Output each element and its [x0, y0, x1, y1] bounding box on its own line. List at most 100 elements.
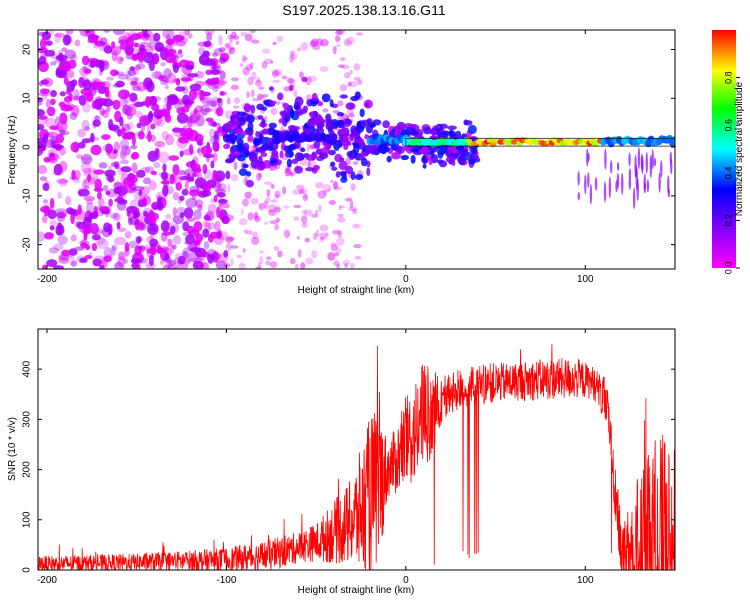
- spectral-cell: [212, 81, 220, 93]
- spectral-cell: [218, 35, 223, 46]
- spectral-cell: [225, 170, 231, 180]
- spectral-cell: [293, 204, 302, 209]
- spectral-cell: [81, 119, 90, 131]
- spectral-cell: [214, 220, 221, 232]
- spectral-cell: [103, 255, 112, 263]
- spectral-cell: [139, 194, 152, 206]
- spectral-cell: [46, 259, 58, 267]
- spectral-cell: [250, 236, 260, 245]
- spectral-cell: [190, 257, 203, 263]
- spectral-cell: [132, 185, 145, 192]
- spectral-cell: [197, 141, 204, 146]
- spectral-cell: [431, 129, 437, 137]
- spectrogram-x-tick-label: -200: [37, 274, 57, 285]
- spectral-cell: [219, 70, 226, 81]
- spectral-cell: [204, 58, 214, 66]
- spectral-cell: [285, 167, 292, 174]
- spectral-cell: [400, 154, 410, 161]
- spectral-cell: [52, 144, 64, 150]
- spectral-cell: [164, 39, 176, 45]
- spectral-cell: [182, 148, 195, 156]
- spectral-cell: [84, 176, 96, 185]
- spectral-cell: [89, 60, 96, 68]
- spectral-cell: [149, 96, 156, 107]
- spectral-cell: [147, 130, 152, 143]
- spectral-cell: [183, 207, 194, 219]
- spectral-cell: [275, 68, 283, 77]
- spectral-cell: [215, 260, 227, 269]
- spectral-cell: [252, 231, 258, 240]
- spectral-cell: [122, 258, 128, 264]
- spectral-cell: [646, 179, 650, 193]
- spectral-cell: [85, 201, 94, 214]
- spectral-cell: [203, 40, 212, 48]
- spectral-cell: [58, 257, 70, 264]
- spectral-cell: [150, 170, 157, 176]
- spectral-cell: [82, 79, 92, 91]
- spectral-cell: [148, 254, 154, 267]
- spectral-cell: [179, 195, 185, 202]
- spectral-cell: [224, 263, 231, 268]
- spectral-cell: [270, 199, 278, 203]
- spectral-cell: [225, 242, 232, 252]
- spectral-cell: [134, 210, 140, 219]
- spectral-cell: [356, 32, 363, 36]
- spectral-cell: [299, 109, 308, 115]
- spectral-cell: [331, 166, 338, 171]
- spectral-cell: [247, 212, 254, 221]
- spectral-cell: [283, 145, 289, 151]
- spectral-cell: [65, 207, 74, 215]
- spectral-cell: [211, 99, 217, 110]
- spectral-cell: [247, 76, 254, 86]
- spectral-cell: [297, 249, 302, 258]
- snr-x-label: Height of straight line (km): [298, 585, 415, 596]
- spectral-cell: [150, 134, 157, 142]
- spectral-cell: [242, 56, 249, 61]
- spectral-cell: [42, 214, 48, 224]
- spectral-cell: [274, 190, 281, 198]
- spectral-cell: [257, 262, 262, 269]
- spectral-cell: [236, 254, 242, 259]
- spectral-cell: [161, 231, 173, 236]
- spectral-cell: [340, 64, 350, 70]
- spectral-cell: [261, 61, 268, 69]
- spectral-cell: [107, 223, 113, 236]
- spectral-cell: [152, 203, 158, 211]
- spectral-cell: [43, 232, 54, 240]
- spectrogram-y-axis: -20 -10 0 10 20: [22, 44, 675, 252]
- spectral-cell: [349, 69, 353, 75]
- spectral-cell: [244, 191, 252, 199]
- spectral-cell: [70, 255, 75, 261]
- spectral-cell: [268, 86, 274, 91]
- spectral-cell: [196, 148, 201, 154]
- spectral-cell: [52, 170, 64, 176]
- spectral-cell: [256, 172, 262, 181]
- spectral-cell: [410, 147, 419, 153]
- spectral-cell: [112, 149, 118, 154]
- spectral-cell: [446, 150, 453, 158]
- spectral-cell: [135, 63, 146, 70]
- spectral-cell: [230, 31, 237, 39]
- spectral-cell: [130, 258, 141, 264]
- spectral-cell: [160, 62, 166, 67]
- spectral-cell: [153, 56, 158, 63]
- spectral-cell: [119, 43, 128, 50]
- spectral-cell: [344, 120, 352, 125]
- snr-y-axis: 0 100 200 300 400: [22, 360, 675, 573]
- spectral-cell: [203, 214, 211, 221]
- spectral-cell: [187, 33, 193, 39]
- spectral-cell: [38, 109, 45, 117]
- spectral-cell: [212, 52, 218, 57]
- spectral-cell: [98, 162, 108, 169]
- spectral-cell: [124, 246, 130, 257]
- colorbar-label: Normalized spectral amplitude: [734, 81, 745, 216]
- spectral-cell: [174, 252, 183, 258]
- spectral-cell: [109, 212, 119, 219]
- spectral-cell: [333, 260, 340, 267]
- spectral-cell: [126, 122, 134, 130]
- spectral-cell: [233, 35, 240, 41]
- spectral-cell: [467, 124, 477, 135]
- spectral-cell: [354, 91, 361, 100]
- spectral-cell: [228, 47, 232, 55]
- spectral-cell: [216, 183, 222, 196]
